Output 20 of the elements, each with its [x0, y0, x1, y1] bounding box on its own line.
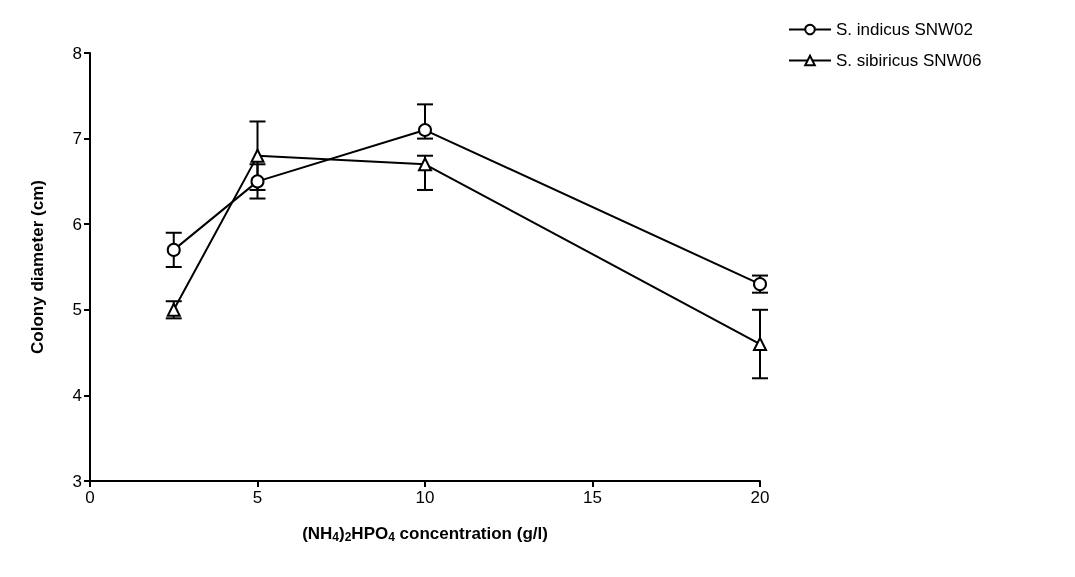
- y-tick-label: 7: [72, 129, 82, 149]
- point: [753, 337, 767, 352]
- y-tick-label: 8: [72, 43, 82, 63]
- y-tick-label: 6: [72, 214, 82, 234]
- point: [166, 242, 181, 257]
- legend-label: S. indicus SNW02: [836, 20, 973, 39]
- y-tick-label: 4: [72, 385, 82, 405]
- legend-label: S. sibiricus SNW06: [836, 51, 982, 70]
- x-tick-label: 0: [85, 488, 95, 507]
- x-tick-label: 15: [583, 488, 602, 507]
- point: [418, 123, 432, 138]
- y-axis-title: Colony diameter (cm): [28, 180, 47, 354]
- x-tick-label: 20: [750, 488, 770, 507]
- point: [418, 157, 432, 172]
- point: [250, 174, 265, 189]
- x-tick-label: 5: [252, 488, 263, 507]
- point: [250, 148, 265, 163]
- y-tick-label: 5: [72, 300, 82, 320]
- x-tick-label: 10: [415, 488, 435, 507]
- y-tick-label: 3: [72, 471, 82, 491]
